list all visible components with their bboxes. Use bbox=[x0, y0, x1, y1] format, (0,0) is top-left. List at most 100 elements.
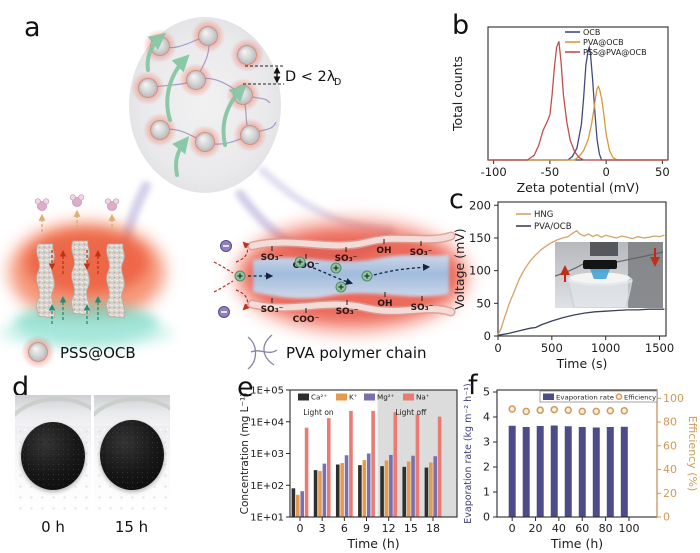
panel-label-c: c bbox=[449, 184, 464, 215]
functional-group-labels: SO₃⁻ COO⁻ SO₃⁻ OH SO₃⁻ SO₃⁻ COO⁻ SO₃⁻ OH… bbox=[261, 239, 434, 325]
evaporation-bar-24h bbox=[536, 426, 544, 517]
panel-a-schematic: D < 2λ D bbox=[0, 17, 470, 370]
svg-text:40: 40 bbox=[552, 522, 566, 535]
bar-Mg²⁺-3h bbox=[322, 463, 327, 517]
cations bbox=[234, 256, 373, 293]
bar-K⁺-3h bbox=[318, 471, 322, 517]
bar-Na⁺-3h bbox=[326, 418, 331, 517]
panel-label-e: e bbox=[237, 372, 254, 403]
polymer-chain-icon bbox=[247, 334, 278, 370]
svg-text:0: 0 bbox=[494, 341, 501, 355]
evaporation-bar-12h bbox=[522, 427, 530, 517]
bar-Mg²⁺-6h bbox=[344, 455, 349, 517]
bar-Mg²⁺-9h bbox=[366, 453, 371, 517]
chart-evaporation-stability: 0 20 40 60 80 100 0 1 2 3 4 5 0 20 40 60 80 100 Evaporatio… bbox=[463, 383, 699, 551]
nanochannel: SO₃⁻ COO⁻ SO₃⁻ OH SO₃⁻ SO₃⁻ COO⁻ SO₃⁻ OH… bbox=[213, 218, 470, 334]
evaporator-pillars bbox=[0, 194, 174, 348]
svg-text:Evaporation rate: Evaporation rate bbox=[556, 394, 614, 402]
heat-arrows bbox=[48, 250, 102, 274]
efficiency-point-84h bbox=[606, 407, 615, 415]
svg-text:PVA/OCB: PVA/OCB bbox=[534, 222, 572, 232]
svg-text:9: 9 bbox=[363, 522, 370, 535]
legend-pva-chain-label: PVA polymer chain bbox=[286, 344, 427, 362]
series-PVA@OCB bbox=[488, 84, 668, 161]
svg-text:Ca²⁺: Ca²⁺ bbox=[311, 393, 327, 402]
y-axis-label: Concentration (mg L⁻¹) bbox=[239, 393, 251, 515]
legend-swatch bbox=[364, 393, 375, 401]
bar-Mg²⁺-0h bbox=[300, 491, 304, 517]
svg-text:100: 100 bbox=[618, 522, 639, 535]
group-label: COO⁻ bbox=[293, 261, 320, 271]
efficiency-point-24h bbox=[536, 406, 544, 414]
svg-text:100: 100 bbox=[469, 264, 491, 278]
bar-Na⁺-12h bbox=[393, 412, 398, 517]
photo-15h bbox=[94, 395, 170, 513]
svg-text:2: 2 bbox=[483, 461, 490, 474]
legend-swatch bbox=[336, 393, 347, 401]
legend-pss-ocb-label: PSS@OCB bbox=[60, 344, 136, 362]
bar-Ca²⁺-18h bbox=[424, 467, 429, 517]
bar-Ca²⁺-0h bbox=[291, 488, 296, 517]
chart-voltage-time: 0 500 1000 1500 0 50 100 150 200 HNG PVA/OCB Time (… bbox=[452, 198, 674, 371]
evaporation-bar-60h bbox=[578, 427, 586, 517]
bar-Na⁺-15h bbox=[415, 414, 420, 517]
svg-text:80: 80 bbox=[663, 416, 677, 429]
panel-a-legend: PSS@OCB PVA polymer chain bbox=[20, 334, 427, 370]
svg-text:1E+01: 1E+01 bbox=[250, 513, 284, 524]
svg-text:20: 20 bbox=[663, 487, 677, 500]
svg-text:0: 0 bbox=[484, 329, 491, 343]
annotation-subscript: D bbox=[334, 77, 341, 88]
panel-label-f: f bbox=[468, 370, 478, 401]
bar-K⁺-0h bbox=[296, 494, 300, 517]
light-off-label: Light off bbox=[395, 408, 427, 417]
water-flow-arrows bbox=[145, 32, 247, 177]
water-vapor-molecules bbox=[34, 194, 120, 211]
photo-0h bbox=[15, 395, 91, 513]
evaporation-arrows bbox=[38, 209, 116, 232]
pss-ocb-spheres bbox=[130, 18, 268, 160]
svg-text:HNG: HNG bbox=[534, 210, 553, 220]
svg-text:PVA@OCB: PVA@OCB bbox=[583, 38, 624, 47]
group-label: SO₃⁻ bbox=[261, 253, 284, 263]
x-axis-label: Zeta potential (mV) bbox=[517, 180, 640, 195]
bar-K⁺-6h bbox=[340, 463, 344, 517]
evaporation-bar-48h bbox=[564, 426, 572, 517]
svg-text:1E+02: 1E+02 bbox=[250, 481, 284, 492]
group-label: SO₃⁻ bbox=[410, 248, 433, 258]
svg-text:1500: 1500 bbox=[645, 341, 674, 355]
svg-text:K⁺: K⁺ bbox=[349, 393, 358, 402]
group-label: SO₃⁻ bbox=[411, 303, 434, 313]
svg-text:20: 20 bbox=[529, 522, 543, 535]
annotation-text: D < 2λ bbox=[285, 69, 336, 85]
svg-text:-50: -50 bbox=[540, 165, 559, 179]
inset-photo bbox=[555, 242, 663, 308]
bar-Ca²⁺-12h bbox=[380, 466, 384, 517]
group-label: OH bbox=[376, 246, 391, 256]
svg-text:150: 150 bbox=[469, 231, 491, 245]
svg-text:Na⁺: Na⁺ bbox=[416, 393, 430, 402]
x-axis-label: Time (h) bbox=[346, 536, 399, 551]
svg-text:200: 200 bbox=[469, 198, 491, 212]
legend-circle bbox=[615, 393, 623, 401]
cation-transport-arrows bbox=[248, 263, 431, 285]
legend-box bbox=[539, 390, 658, 403]
svg-text:50: 50 bbox=[655, 165, 670, 179]
evaporation-bar-84h bbox=[606, 427, 614, 517]
bar-K⁺-9h bbox=[362, 460, 367, 517]
panel-label-d: d bbox=[12, 372, 30, 403]
group-label: OH bbox=[377, 299, 392, 309]
svg-text:1000: 1000 bbox=[591, 341, 620, 355]
efficiency-point-36h bbox=[550, 405, 558, 414]
svg-text:40: 40 bbox=[663, 463, 677, 476]
panel-label-a: a bbox=[24, 12, 41, 43]
photo-label-0h: 0 h bbox=[41, 518, 65, 536]
svg-text:18: 18 bbox=[426, 522, 440, 535]
svg-text:-100: -100 bbox=[481, 165, 507, 179]
evaporation-bar-36h bbox=[550, 425, 558, 517]
svg-text:OCB: OCB bbox=[583, 28, 600, 37]
group-label: SO₃⁻ bbox=[335, 254, 358, 264]
svg-text:0: 0 bbox=[663, 511, 670, 524]
bar-Mg²⁺-12h bbox=[389, 454, 393, 517]
x-axis-label: Time (h) bbox=[550, 536, 603, 551]
